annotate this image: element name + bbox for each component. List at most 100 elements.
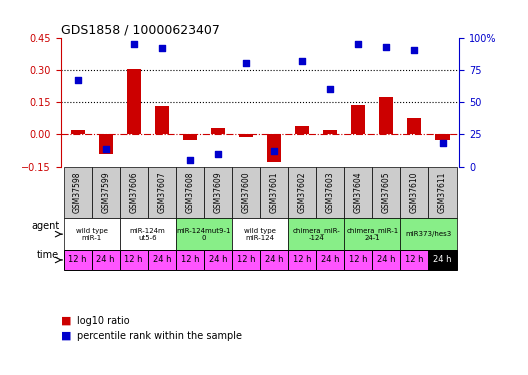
Text: miR373/hes3: miR373/hes3: [406, 231, 451, 237]
Text: 12 h: 12 h: [293, 255, 312, 264]
Text: miR-124m
ut5-6: miR-124m ut5-6: [130, 228, 166, 241]
Text: GSM37605: GSM37605: [382, 172, 391, 213]
Bar: [344, 218, 400, 250]
Bar: [211, 128, 225, 134]
Bar: [429, 250, 457, 270]
Text: miR-124mut9-1
0: miR-124mut9-1 0: [177, 228, 231, 241]
Bar: [183, 134, 197, 140]
Text: GSM37599: GSM37599: [101, 172, 110, 213]
Point: [129, 41, 138, 47]
Point: [242, 60, 250, 66]
Bar: [148, 166, 176, 218]
Bar: [323, 130, 337, 134]
Bar: [351, 105, 365, 134]
Text: 12 h: 12 h: [237, 255, 255, 264]
Point: [410, 47, 419, 53]
Point: [157, 45, 166, 51]
Bar: [344, 166, 372, 218]
Point: [186, 157, 194, 163]
Text: 24 h: 24 h: [265, 255, 284, 264]
Point: [326, 86, 334, 92]
Text: GSM37598: GSM37598: [73, 172, 82, 213]
Bar: [232, 218, 288, 250]
Bar: [71, 130, 84, 134]
Text: 24 h: 24 h: [377, 255, 395, 264]
Bar: [232, 250, 260, 270]
Text: chimera_miR-
-124: chimera_miR- -124: [293, 227, 340, 241]
Bar: [176, 250, 204, 270]
Bar: [204, 166, 232, 218]
Bar: [288, 250, 316, 270]
Point: [214, 151, 222, 157]
Text: GSM37606: GSM37606: [129, 172, 138, 213]
Bar: [176, 166, 204, 218]
Bar: [288, 218, 344, 250]
Text: agent: agent: [31, 221, 59, 231]
Bar: [120, 166, 148, 218]
Point: [382, 44, 391, 50]
Text: GSM37602: GSM37602: [298, 172, 307, 213]
Text: wild type
miR-124: wild type miR-124: [244, 228, 276, 241]
Point: [101, 146, 110, 152]
Text: 24 h: 24 h: [97, 255, 115, 264]
Bar: [239, 134, 253, 136]
Bar: [127, 69, 141, 134]
Bar: [63, 250, 91, 270]
Bar: [400, 166, 429, 218]
Bar: [372, 166, 400, 218]
Bar: [260, 250, 288, 270]
Bar: [316, 166, 344, 218]
Text: chimera_miR-1
24-1: chimera_miR-1 24-1: [346, 227, 399, 241]
Text: ■: ■: [61, 331, 71, 340]
Bar: [63, 218, 120, 250]
Text: 24 h: 24 h: [433, 255, 452, 264]
Text: GSM37604: GSM37604: [354, 172, 363, 213]
Bar: [155, 106, 169, 134]
Text: log10 ratio: log10 ratio: [77, 316, 129, 326]
Text: GSM37609: GSM37609: [213, 172, 222, 213]
Text: GSM37600: GSM37600: [241, 172, 250, 213]
Bar: [344, 250, 372, 270]
Bar: [436, 134, 449, 140]
Bar: [99, 134, 112, 154]
Text: GSM37608: GSM37608: [185, 172, 194, 213]
Text: 12 h: 12 h: [125, 255, 143, 264]
Bar: [176, 218, 232, 250]
Text: 24 h: 24 h: [153, 255, 171, 264]
Bar: [288, 166, 316, 218]
Text: wild type
miR-1: wild type miR-1: [76, 228, 108, 241]
Bar: [408, 118, 421, 134]
Bar: [400, 250, 429, 270]
Text: GSM37610: GSM37610: [410, 172, 419, 213]
Text: 12 h: 12 h: [68, 255, 87, 264]
Bar: [260, 166, 288, 218]
Text: GSM37607: GSM37607: [157, 172, 166, 213]
Text: 12 h: 12 h: [181, 255, 199, 264]
Bar: [232, 166, 260, 218]
Point: [354, 41, 363, 47]
Text: GSM37611: GSM37611: [438, 172, 447, 213]
Text: 24 h: 24 h: [321, 255, 340, 264]
Bar: [148, 250, 176, 270]
Text: GSM37603: GSM37603: [326, 172, 335, 213]
Point: [298, 58, 306, 64]
Bar: [295, 126, 309, 134]
Text: ■: ■: [61, 316, 71, 326]
Bar: [63, 166, 91, 218]
Bar: [120, 218, 176, 250]
Bar: [379, 97, 393, 134]
Point: [73, 77, 82, 83]
Text: GDS1858 / 10000623407: GDS1858 / 10000623407: [61, 23, 220, 36]
Bar: [400, 218, 457, 250]
Point: [438, 140, 447, 146]
Bar: [91, 166, 120, 218]
Text: percentile rank within the sample: percentile rank within the sample: [77, 331, 242, 340]
Bar: [316, 250, 344, 270]
Bar: [372, 250, 400, 270]
Bar: [267, 134, 281, 162]
Bar: [120, 250, 148, 270]
Bar: [91, 250, 120, 270]
Bar: [429, 166, 457, 218]
Text: 24 h: 24 h: [209, 255, 227, 264]
Point: [270, 148, 278, 154]
